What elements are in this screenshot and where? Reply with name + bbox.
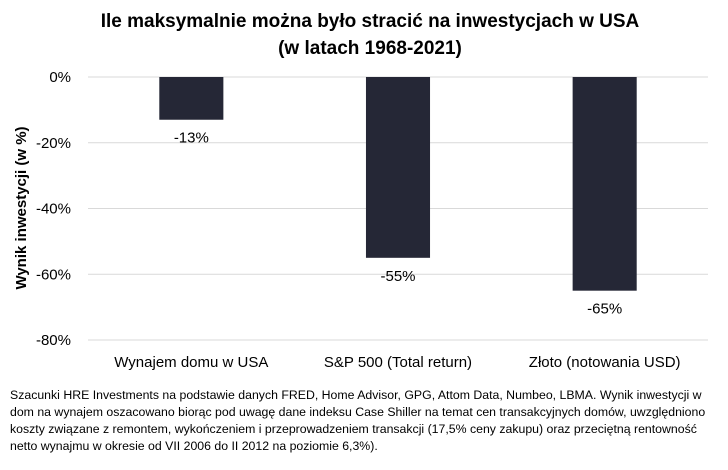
chart-title-line: Ile maksymalnie można było stracić na in… — [100, 11, 640, 32]
y-tick-label: -20% — [36, 135, 71, 152]
y-tick-label: -40% — [36, 201, 71, 218]
y-tick-label: 0% — [49, 69, 71, 86]
x-axis-categories: Wynajem domu w USA S&P 500 (Total return)… — [114, 354, 680, 371]
category-label: S&P 500 (Total return) — [324, 354, 472, 371]
y-axis-title: Wynik inwestycji (w %) — [13, 126, 30, 289]
category-label: Złoto (notowania USD) — [529, 354, 681, 371]
source-footnote: Szacunki HRE Investments na podstawie da… — [10, 388, 706, 453]
bar — [365, 77, 431, 258]
bar — [572, 77, 637, 291]
chart-subtitle: (w latach 1968-2021) — [278, 38, 462, 59]
bar-chart: 0% -20% -40% -60% -80% -13% -55% -65% Wynajem … — [13, 69, 708, 371]
bar-value-label: -55% — [380, 268, 415, 285]
bar-value-label: -13% — [174, 130, 209, 147]
chart-title: Ile maksymalnie można było stracić na in… — [40, 8, 700, 62]
bars — [159, 77, 637, 291]
y-tick-label: -80% — [36, 332, 71, 349]
data-labels: -13% -55% -65% — [174, 130, 622, 318]
category-label: Wynajem domu w USA — [114, 354, 268, 371]
y-tick-label: -60% — [36, 266, 71, 283]
y-axis-ticks: 0% -20% -40% -60% -80% — [36, 69, 71, 349]
bar — [159, 77, 224, 120]
bar-value-label: -65% — [587, 301, 622, 318]
